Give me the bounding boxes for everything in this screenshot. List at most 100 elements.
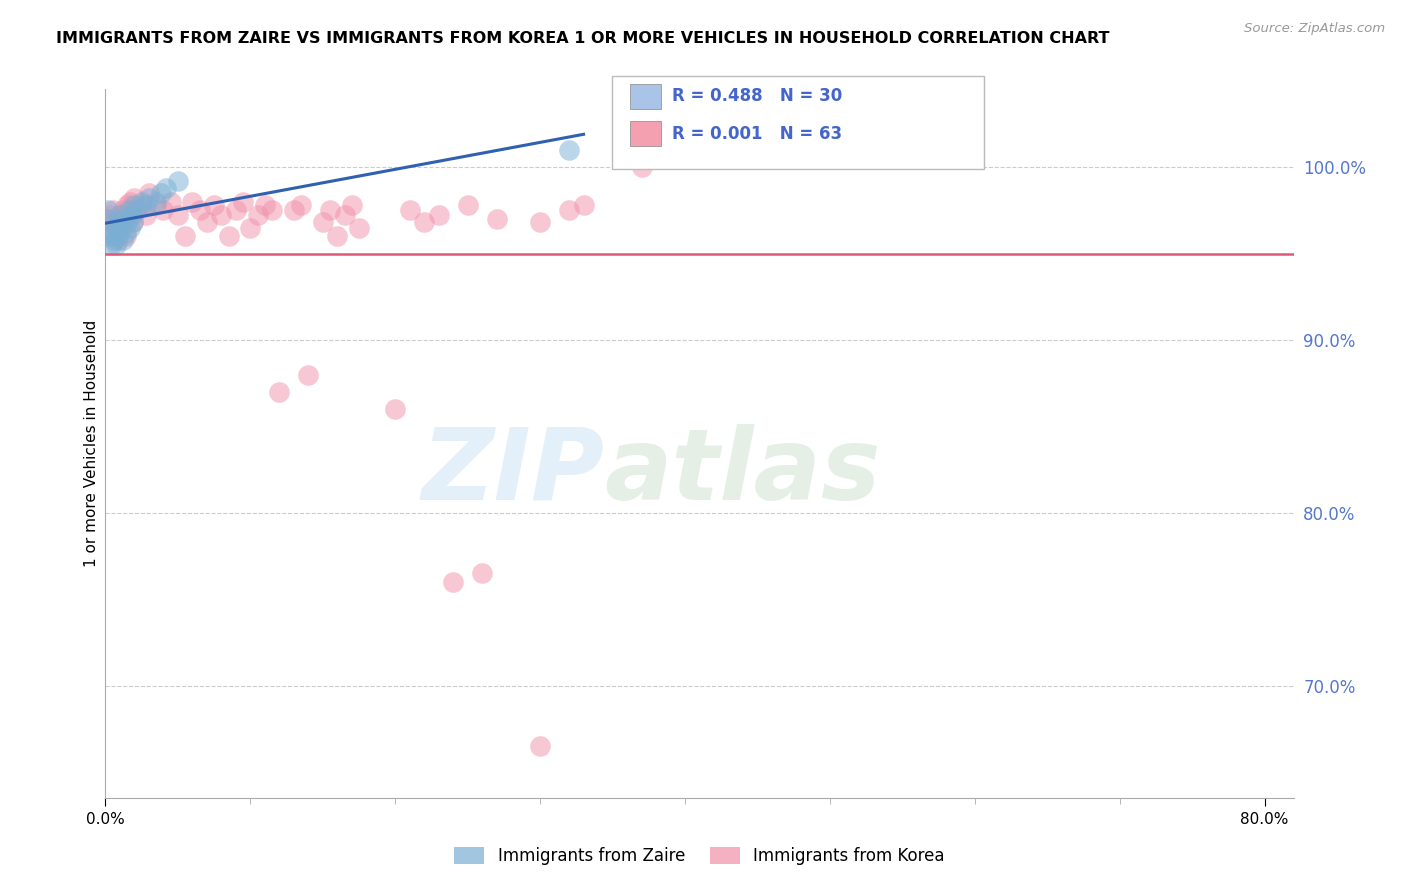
Point <box>253 198 276 212</box>
Point <box>97 203 120 218</box>
Point <box>96 211 118 226</box>
Point <box>159 194 181 209</box>
Point <box>121 209 143 223</box>
Point <box>149 186 172 200</box>
Text: R = 0.488   N = 30: R = 0.488 N = 30 <box>672 87 842 105</box>
Point <box>167 174 190 188</box>
Point <box>120 194 142 209</box>
Point <box>120 220 142 235</box>
Point <box>107 233 129 247</box>
Point <box>529 739 551 754</box>
Point <box>114 226 136 240</box>
Point <box>202 198 225 212</box>
Point <box>98 229 121 244</box>
Point <box>105 215 128 229</box>
Point <box>145 198 167 212</box>
Point <box>630 160 652 174</box>
Point <box>124 191 146 205</box>
Point <box>218 229 240 244</box>
Point <box>152 203 174 218</box>
Text: ZIP: ZIP <box>422 424 605 521</box>
Point <box>312 215 335 229</box>
Point <box>384 402 406 417</box>
Point <box>105 211 128 226</box>
Point <box>188 203 211 218</box>
Point <box>127 203 149 218</box>
Point <box>103 233 125 247</box>
Point <box>529 215 551 229</box>
Point <box>108 209 131 223</box>
Point <box>112 211 135 226</box>
Point <box>347 220 370 235</box>
Point <box>127 203 149 218</box>
Point <box>111 233 134 247</box>
Point <box>135 198 157 212</box>
Point <box>558 143 581 157</box>
Point <box>138 191 160 205</box>
Point <box>471 566 494 581</box>
Point <box>98 209 121 223</box>
Point <box>246 209 269 223</box>
Point <box>112 215 135 229</box>
Point <box>117 209 139 223</box>
Legend: Immigrants from Zaire, Immigrants from Korea: Immigrants from Zaire, Immigrants from K… <box>447 840 952 871</box>
Point <box>340 198 363 212</box>
Point <box>100 238 122 252</box>
Point <box>195 215 218 229</box>
Text: IMMIGRANTS FROM ZAIRE VS IMMIGRANTS FROM KOREA 1 OR MORE VEHICLES IN HOUSEHOLD C: IMMIGRANTS FROM ZAIRE VS IMMIGRANTS FROM… <box>56 31 1109 46</box>
Point <box>174 229 197 244</box>
Point <box>108 209 131 223</box>
Point <box>104 220 127 235</box>
Point <box>115 198 138 212</box>
Point <box>269 384 291 399</box>
Point <box>232 194 254 209</box>
Point <box>572 198 595 212</box>
Point <box>131 194 153 209</box>
Point <box>107 229 129 244</box>
Point <box>122 215 145 229</box>
Point <box>427 209 450 223</box>
Text: R = 0.001   N = 63: R = 0.001 N = 63 <box>672 125 842 143</box>
Point <box>97 211 120 226</box>
Point <box>101 226 124 240</box>
Point <box>262 203 284 218</box>
Point <box>209 209 232 223</box>
Point <box>326 229 349 244</box>
Point <box>239 220 262 235</box>
Y-axis label: 1 or more Vehicles in Household: 1 or more Vehicles in Household <box>83 320 98 567</box>
Point <box>290 198 312 212</box>
Point <box>103 229 125 244</box>
Point <box>167 209 190 223</box>
Point <box>115 215 138 229</box>
Text: atlas: atlas <box>605 424 882 521</box>
Point <box>457 198 479 212</box>
Point <box>111 203 134 218</box>
Point <box>114 229 136 244</box>
Point <box>110 220 132 235</box>
Point <box>100 215 122 229</box>
Point <box>283 203 305 218</box>
Text: Source: ZipAtlas.com: Source: ZipAtlas.com <box>1244 22 1385 36</box>
Point <box>110 220 132 235</box>
Point <box>138 186 160 200</box>
Point <box>225 203 247 218</box>
Point <box>131 198 153 212</box>
Point <box>441 575 464 590</box>
Point <box>319 203 342 218</box>
Point <box>124 198 146 212</box>
Point <box>122 215 145 229</box>
Point <box>135 209 157 223</box>
Point <box>181 194 204 209</box>
Point <box>485 211 508 226</box>
Point <box>104 238 127 252</box>
Point <box>145 194 167 209</box>
Point <box>117 203 139 218</box>
Point <box>101 203 124 218</box>
Point <box>413 215 436 229</box>
Point <box>558 203 581 218</box>
Point <box>297 368 319 382</box>
Point <box>155 181 177 195</box>
Point <box>333 209 356 223</box>
Point <box>121 203 143 218</box>
Point <box>104 220 127 235</box>
